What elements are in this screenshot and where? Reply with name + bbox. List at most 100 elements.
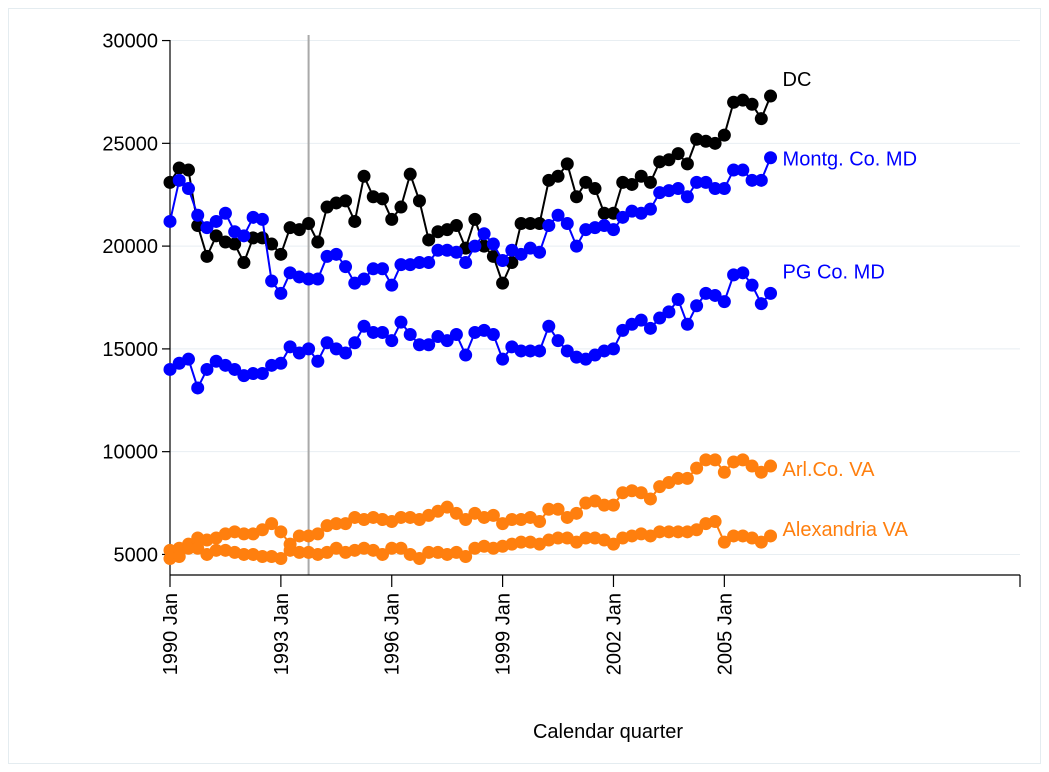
data-point <box>385 541 399 555</box>
data-point <box>255 367 269 381</box>
data-point <box>376 262 389 276</box>
data-point <box>708 288 722 302</box>
data-point <box>339 346 353 360</box>
data-point <box>329 517 343 531</box>
data-point <box>486 237 500 251</box>
data-point <box>643 202 657 216</box>
data-point <box>274 552 288 566</box>
data-point <box>172 550 186 563</box>
data-point <box>690 461 704 475</box>
data-point <box>468 212 482 226</box>
data-point <box>653 311 667 325</box>
data-point <box>606 537 620 551</box>
data-point <box>412 552 426 566</box>
data-point <box>181 182 195 196</box>
data-point <box>745 97 759 111</box>
data-point <box>191 541 205 555</box>
data-point <box>717 128 731 142</box>
data-point <box>237 256 251 270</box>
data-point <box>237 229 251 243</box>
data-point <box>412 256 426 270</box>
x-tick-label: 2002 Jan <box>603 593 625 675</box>
data-point <box>597 206 611 220</box>
data-point <box>449 245 463 259</box>
data-point <box>754 173 768 187</box>
data-point <box>302 342 316 356</box>
data-point <box>366 262 380 276</box>
series-label: Arl.Co. VA <box>783 459 876 481</box>
data-point <box>570 506 584 520</box>
data-point <box>616 210 630 224</box>
series-label: Montg. Co. MD <box>783 149 917 171</box>
data-point <box>533 515 547 529</box>
series-dc <box>163 89 778 290</box>
data-point <box>551 531 565 545</box>
data-point <box>551 169 565 183</box>
data-point <box>449 219 463 233</box>
data-point <box>588 182 602 196</box>
data-point <box>708 515 722 529</box>
data-point <box>606 223 620 237</box>
data-point <box>764 459 778 473</box>
data-point <box>181 163 195 177</box>
data-point <box>191 381 205 395</box>
data-point <box>634 169 648 183</box>
series-pg-co-md <box>163 266 778 395</box>
axes: 5000 10000 15000 20000 25000 30000 1990 Jan 199… <box>102 31 1021 675</box>
data-point <box>394 315 408 329</box>
data-point <box>671 182 685 196</box>
data-point <box>311 527 325 541</box>
data-point <box>486 328 500 341</box>
data-point <box>348 214 362 228</box>
data-point <box>459 513 473 526</box>
data-point <box>496 276 510 290</box>
x-tick-label: 1999 Jan <box>493 593 515 675</box>
data-point <box>708 453 722 467</box>
x-tick-label: 1996 Jan <box>382 593 404 675</box>
data-point <box>736 453 750 467</box>
data-point <box>671 471 685 485</box>
data-point <box>339 194 353 208</box>
data-point <box>274 247 288 261</box>
data-point <box>274 286 288 300</box>
data-point <box>764 89 778 103</box>
data-point <box>717 182 731 196</box>
data-point <box>533 344 547 358</box>
data-point <box>292 529 306 543</box>
data-point <box>551 208 565 222</box>
data-point <box>403 328 417 341</box>
data-point <box>653 525 667 539</box>
x-tick-label: 2005 Jan <box>714 593 736 675</box>
data-point <box>228 237 242 251</box>
data-point <box>255 212 269 226</box>
data-point <box>671 525 685 539</box>
data-point <box>181 541 195 555</box>
data-point <box>385 278 399 292</box>
data-point <box>616 323 630 337</box>
data-point <box>218 206 232 220</box>
data-point <box>690 523 704 537</box>
series-layer <box>163 89 778 566</box>
y-tick-label: 10000 <box>102 442 158 464</box>
data-point <box>643 175 657 189</box>
series-label: PG Co. MD <box>783 261 885 283</box>
data-point <box>181 352 195 366</box>
data-point <box>542 219 556 233</box>
data-point <box>459 256 473 270</box>
data-point <box>228 362 242 376</box>
data-point <box>570 190 584 204</box>
chart-frame <box>8 8 1041 764</box>
data-point <box>542 502 556 516</box>
data-point <box>680 317 694 331</box>
data-point <box>606 342 620 356</box>
data-point <box>265 237 279 251</box>
data-point <box>376 325 389 339</box>
data-point <box>579 175 593 189</box>
data-point <box>468 239 482 253</box>
data-point <box>579 531 593 545</box>
data-point <box>237 547 251 561</box>
data-point <box>292 223 306 237</box>
x-tick-label: 1993 Jan <box>271 593 293 675</box>
data-point <box>237 527 251 541</box>
